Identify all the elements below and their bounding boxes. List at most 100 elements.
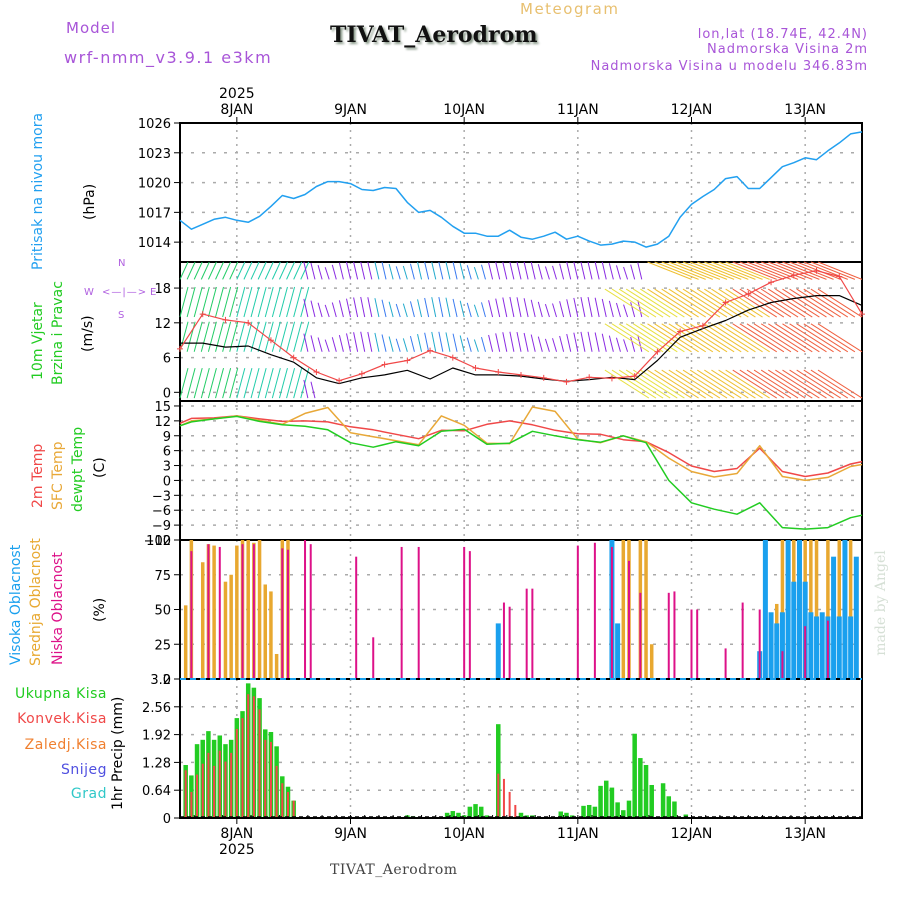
cloud-bar-low (781, 651, 784, 678)
wind-arrow (367, 297, 373, 318)
pressure-line (179, 131, 863, 248)
cloud-bar-mid (780, 540, 785, 678)
temp-sfc-line (179, 406, 863, 482)
y-tick-label: 0 (163, 386, 171, 401)
cloud-bar-low (593, 542, 596, 678)
compass-w: W (84, 287, 94, 298)
compass-rose: N S W E <—|—> (84, 258, 164, 328)
y-tick-label: 18 (154, 282, 171, 297)
wind-arrow (303, 298, 309, 318)
wind-arrow (402, 265, 408, 280)
wind-arrow (789, 369, 834, 399)
wind-arrow (331, 337, 337, 352)
wind-arrow (753, 369, 799, 399)
wind-arrow (696, 369, 742, 399)
wind-arrow (618, 369, 664, 399)
wind-arrow (310, 335, 316, 352)
wind-arrow (264, 367, 274, 399)
wind-arrow (810, 323, 856, 353)
y-tick-label: −3 (152, 489, 171, 504)
wind-arrow (516, 297, 522, 318)
gust-marker (631, 373, 638, 380)
wind-arrow (480, 264, 486, 280)
wind-arrow (179, 261, 189, 280)
precip-bar-total (558, 811, 564, 817)
wind-arrow (236, 367, 246, 399)
compass-arrows-icon: <—|—> (102, 287, 148, 298)
precip-bar-total (581, 805, 586, 817)
wind-arrow (186, 367, 196, 399)
wind-arrow (725, 369, 770, 399)
x-top-year: 2025 (219, 86, 255, 102)
gust-marker (290, 354, 297, 361)
wind-arrow (739, 323, 785, 353)
wind-arrow (324, 339, 330, 352)
y-tick-label: 100 (146, 534, 171, 549)
wind-arrow (473, 304, 479, 318)
wind-arrow (753, 323, 799, 353)
wind-arrow (523, 332, 529, 352)
wind-arrow (573, 297, 579, 318)
wind-arrow (523, 261, 529, 280)
gust-marker (699, 322, 706, 329)
wind-arrow (637, 262, 643, 280)
wind-arrow (654, 261, 699, 280)
wind-arrow (353, 332, 359, 352)
wind-arrow (630, 336, 636, 352)
wind-arrow (388, 263, 394, 280)
wind-arrow (817, 261, 863, 280)
wind-arrow (286, 321, 296, 352)
wind-arrow (615, 265, 621, 280)
wind-arrow (668, 369, 714, 399)
wind-arrow (193, 367, 203, 399)
precip-bar-convective (241, 718, 244, 817)
wind-arrow (480, 302, 486, 318)
wind-arrow (640, 369, 685, 399)
x-bottom-label: 9JAN (334, 826, 367, 842)
precip-bar-convective (264, 739, 267, 817)
wind-arrow (200, 321, 210, 352)
precip-bar-total (666, 796, 672, 817)
wind-arrow (286, 286, 296, 318)
x-top-label: 10JAN (443, 102, 485, 118)
wind-arrow (229, 261, 239, 280)
wind-arrow (222, 261, 232, 280)
wind-arrow (618, 288, 664, 318)
wind-arrow (739, 288, 785, 318)
wind-arrow (640, 323, 685, 353)
cloud-bar-low (252, 544, 255, 678)
gust-marker (472, 364, 479, 371)
wind-arrow (753, 288, 799, 318)
wind-arrow (810, 288, 856, 318)
gust-marker (608, 375, 615, 382)
chart-subtitle: Meteogram (520, 0, 620, 18)
wind-arrow (768, 261, 813, 280)
precip-bar-convective (497, 773, 500, 817)
wind-arrow (374, 332, 380, 352)
gust-marker (199, 311, 206, 318)
wind-arrow (445, 261, 451, 280)
wind-arrow (445, 297, 451, 318)
precip-bar-total (598, 785, 603, 817)
precip-bar-convective (207, 752, 210, 817)
wind-arrow (264, 261, 274, 280)
wind-arrow (796, 369, 841, 399)
wind-arrow (207, 367, 217, 399)
wind-arrow (346, 261, 351, 280)
wind-arrow (601, 298, 607, 318)
wind-arrow (760, 369, 806, 399)
wind-arrow (566, 333, 572, 352)
y-tick-label: 12 (154, 317, 171, 332)
precip-bar-total (450, 811, 456, 817)
wind-arrow (573, 261, 579, 280)
wind-arrow (552, 265, 558, 280)
wind-arrow (207, 321, 217, 352)
cloud-bar-low (576, 545, 579, 678)
wind-arrow (718, 261, 763, 280)
wind-arrow (580, 297, 586, 318)
wind-arrow (711, 323, 756, 353)
wind-arrow (381, 299, 387, 318)
wind-arrow (317, 265, 323, 280)
y-tick-label: 0 (163, 673, 171, 688)
wind-arrow (286, 261, 296, 280)
